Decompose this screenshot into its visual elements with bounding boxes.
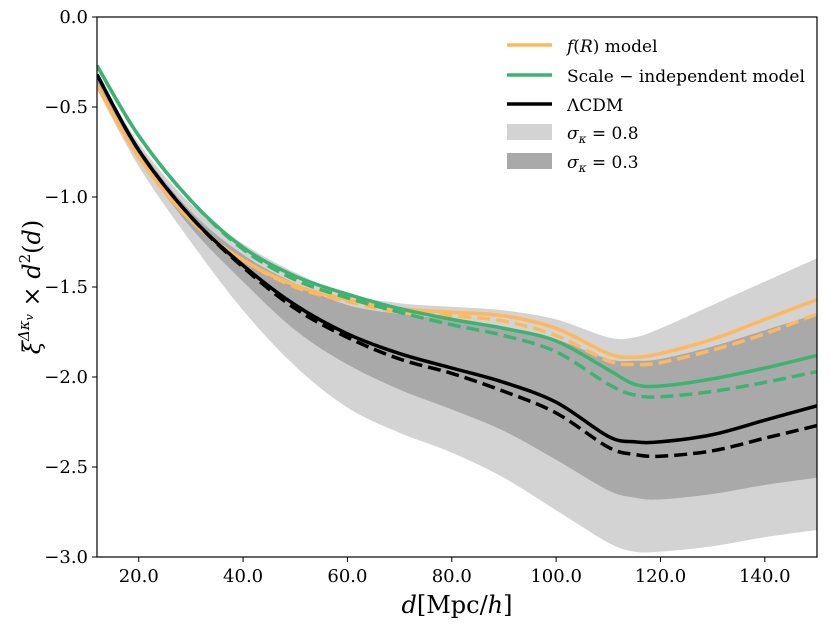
- legend-label-scale-independent: Scale − independent model: [567, 67, 805, 87]
- x-tick-label: 120.0: [635, 566, 687, 587]
- x-tick-label: 100.0: [530, 566, 582, 587]
- y-tick-label: −2.5: [44, 457, 88, 478]
- y-tick-label: −0.5: [44, 97, 88, 118]
- series-line-1: [97, 84, 817, 367]
- x-tick-label: 20.0: [119, 566, 159, 587]
- y-tick-label: 0.0: [59, 7, 88, 28]
- legend-label-lcdm: ΛCDM: [566, 96, 623, 116]
- legend-label-sigma-03: σκ = 0.3: [567, 153, 639, 175]
- series-line-5: [97, 73, 817, 459]
- series-line-3: [97, 64, 817, 399]
- legend: f(R) model Scale − independent model ΛCD…: [507, 37, 805, 175]
- x-axis-label: d[Mpc/h]: [401, 591, 512, 619]
- x-tick-label: 140.0: [739, 566, 791, 587]
- legend-swatch-sigma-03: [507, 153, 552, 169]
- x-tick-label: 60.0: [327, 566, 367, 587]
- legend-label-fr: f(R) model: [565, 37, 658, 57]
- x-tick-label: 40.0: [223, 566, 263, 587]
- x-tick-label: 80.0: [432, 566, 472, 587]
- legend-swatch-sigma-08: [507, 124, 552, 140]
- y-tick-label: −1.0: [44, 187, 88, 208]
- band-sigma-1: [97, 78, 817, 500]
- legend-label-sigma-08: σκ = 0.8: [567, 124, 639, 146]
- y-axis-label: ξΔκv × d2(d): [15, 220, 46, 355]
- ticks-layer: 20.0 40.0 60.0 80.0 100.0 120.0 140.0 0.0 −0.5 −1…: [44, 7, 790, 587]
- y-tick-label: −3.0: [44, 547, 88, 568]
- lines-layer: [97, 64, 817, 459]
- y-tick-label: −1.5: [44, 277, 88, 298]
- y-tick-label: −2.0: [44, 367, 88, 388]
